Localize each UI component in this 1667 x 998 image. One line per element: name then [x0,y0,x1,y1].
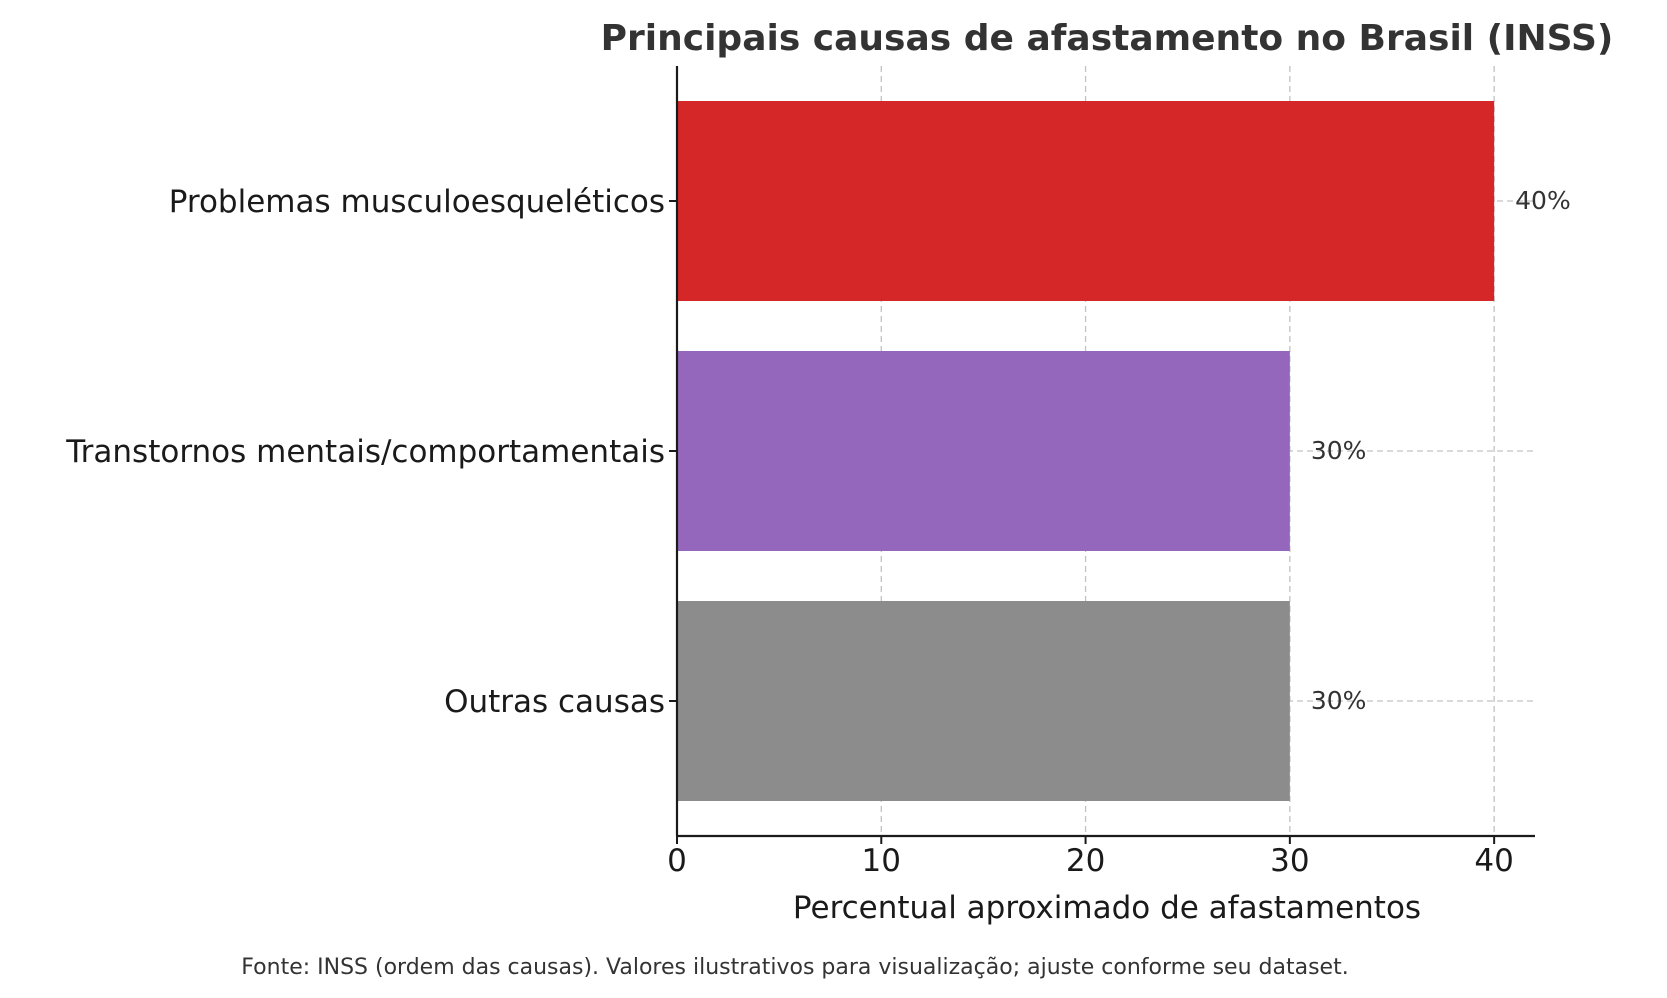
bar-value-label: 40% [1515,186,1571,215]
chart-title: Principais causas de afastamento no Bras… [601,18,1614,59]
bar [677,101,1495,301]
labels: 0 10 20 30 40 Problemas musculoesqueléticos Tr… [65,184,1570,879]
source-footnote: Fonte: INSS (ordem das causas). Valores … [241,955,1348,980]
bar [677,601,1290,801]
axes [669,66,1535,844]
x-tick-label: 30 [1270,843,1309,879]
bar-value-label: 30% [1311,686,1367,715]
y-tick-label: Outras causas [444,684,665,720]
x-tick-label: 40 [1474,843,1513,879]
x-tick-label: 20 [1066,843,1105,879]
x-tick-label: 0 [667,843,687,879]
x-axis-label: Percentual aproximado de afastamentos [793,890,1421,926]
bars [677,101,1495,801]
y-tick-label: Problemas musculoesqueléticos [169,184,665,220]
bar [677,351,1290,551]
y-tick-label: Transtornos mentais/comportamentais [65,434,665,470]
bar-value-label: 30% [1311,436,1367,465]
x-tick-label: 10 [862,843,901,879]
